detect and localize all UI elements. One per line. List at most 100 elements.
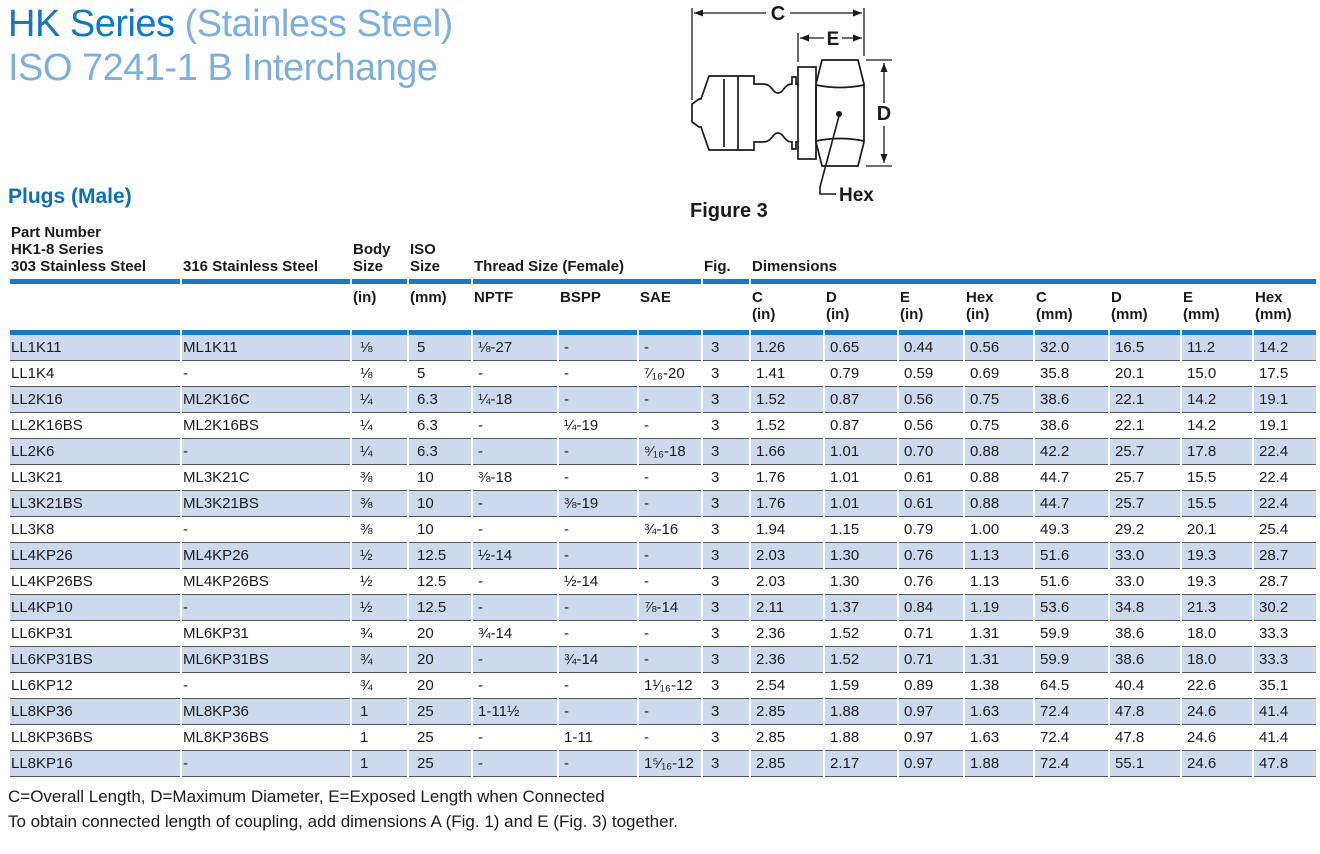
fig-cell: 3 [703,750,749,777]
fig-cell: 3 [703,334,749,361]
fig-cell: 3 [703,594,749,621]
hex-in-cell: 1.13 [965,569,1033,595]
d-mm-cell: 25.7 [1110,438,1180,465]
hex-in-cell: 1.38 [965,673,1033,699]
iso-size-cell: 10 [409,490,471,517]
body-size-cell: ⅜ [352,517,407,543]
d-in-cell: 1.15 [825,517,897,543]
subheader-blank-fig [703,284,749,335]
part-number-316-cell: ML4KP26 [182,542,350,569]
part-number-303-cell: LL1K4 [10,361,180,387]
c-mm-cell: 49.3 [1035,517,1108,543]
e-in-cell: 0.59 [899,361,963,387]
d-in-cell: 0.79 [825,361,897,387]
nptf-cell: - [473,517,557,543]
d-mm-cell: 34.8 [1110,594,1180,621]
nptf-cell: - [473,413,557,439]
c-mm-cell: 64.5 [1035,673,1108,699]
hex-in-cell: 1.31 [965,621,1033,647]
subheader-d-mm: D (mm) [1110,284,1180,335]
c-in-cell: 1.76 [751,465,823,491]
fig-cell: 3 [703,465,749,491]
iso-size-cell: 20 [409,673,471,699]
nptf-cell: ⅛-27 [473,334,557,361]
e-in-cell: 0.76 [899,542,963,569]
hex-in-cell: 1.31 [965,646,1033,673]
c-in-cell: 1.26 [751,334,823,361]
bspp-cell: - [559,594,637,621]
footnote-connected-length: To obtain connected length of coupling, … [8,811,679,831]
sae-cell: - [639,646,701,673]
part-number-303-cell: LL8KP36BS [10,725,180,751]
table-row: LL6KP31BS ML6KP31BS ¾ 20- ¾-14-3 2.36 1.52 0.71… [10,646,1317,673]
c-in-cell: 2.54 [751,673,823,699]
dim-c-label: C [771,3,785,25]
part-number-303-cell: LL3K21BS [10,490,180,517]
d-in-cell: 1.59 [825,673,897,699]
nptf-cell: ⅜-18 [473,465,557,491]
iso-size-cell: 6.3 [409,386,471,413]
d-in-cell: 0.65 [825,334,897,361]
hex-in-cell: 1.63 [965,725,1033,751]
table-group-header-row: Part Number HK1-8 Series 303 Stainless S… [10,223,1317,284]
c-mm-cell: 51.6 [1035,569,1108,595]
subheader-c-mm: C (mm) [1035,284,1108,335]
dim-d-label: D [877,103,891,125]
fig-cell: 3 [703,517,749,543]
iso-size-cell: 25 [409,698,471,725]
e-mm-cell: 19.3 [1182,542,1252,569]
c-mm-cell: 44.7 [1035,465,1108,491]
part-number-316-cell: ML6KP31 [182,621,350,647]
hex-in-cell: 0.88 [965,438,1033,465]
part-number-303-cell: LL6KP31 [10,621,180,647]
fig-cell: 3 [703,698,749,725]
subheader-blank-316 [182,284,350,335]
e-mm-cell: 20.1 [1182,517,1252,543]
bspp-cell: - [559,621,637,647]
bspp-cell: ½-14 [559,569,637,595]
bspp-cell: - [559,334,637,361]
table-row: LL4KP26BS ML4KP26BS ½ 12.5- ½-14-3 2.03 1.30 0.… [10,569,1317,595]
subheader-d-in: D (in) [825,284,897,335]
nptf-cell: ½-14 [473,542,557,569]
material-303-label: 303 Stainless Steel [11,257,147,275]
part-number-316-cell: - [182,673,350,699]
body-size-cell: ¾ [352,673,407,699]
part-number-303-cell: LL6KP31BS [10,646,180,673]
d-in-cell: 0.87 [825,413,897,439]
table-subheader-row: (in) (mm) NPTF BSPP SAE C (in) D (in) E (in… [10,284,1317,335]
c-mm-cell: 51.6 [1035,542,1108,569]
body-size-cell: 1 [352,698,407,725]
iso-size-cell: 12.5 [409,569,471,595]
c-in-cell: 2.85 [751,750,823,777]
table-row: LL6KP31 ML6KP31 ¾ 20 ¾-14- -3 2.36 1.52 0.71 1.31… [10,621,1317,647]
hex-leader [819,111,842,195]
hex-in-cell: 1.00 [965,517,1033,543]
sae-cell: - [639,334,701,361]
nptf-cell: - [473,490,557,517]
footnote-dimension-key: C=Overall Length, D=Maximum Diameter, E=… [8,786,605,806]
c-mm-cell: 32.0 [1035,334,1108,361]
body-size-cell: ¾ [352,621,407,647]
d-in-cell: 1.88 [825,698,897,725]
body-size-cell: ¼ [352,413,407,439]
part-number-316-cell: ML1K11 [182,334,350,361]
e-mm-cell: 19.3 [1182,569,1252,595]
bspp-cell: ⅜-19 [559,490,637,517]
fig-cell: 3 [703,361,749,387]
body-size-cell: ⅛ [352,361,407,387]
e-mm-cell: 14.2 [1182,413,1252,439]
body-size-cell: 1 [352,725,407,751]
sae-cell: - [639,465,701,491]
sae-cell: ⁷⁄₁₆-20 [639,361,701,387]
part-number-label: Part Number [11,223,102,241]
sae-cell: 1⁵⁄₁₆-12 [639,750,701,777]
hex-in-cell: 1.63 [965,698,1033,725]
table-row: LL1K4- ⅛ 5- - ⁷⁄₁₆-20 3 1.41 0.79 0.59 0.69 35.8 20… [10,361,1317,387]
e-mm-cell: 14.2 [1182,386,1252,413]
c-in-cell: 1.76 [751,490,823,517]
c-in-cell: 2.85 [751,698,823,725]
d-mm-cell: 16.5 [1110,334,1180,361]
hex-mm-cell: 22.4 [1254,438,1317,465]
col-header-thread-size: Thread Size (Female) [473,224,701,284]
